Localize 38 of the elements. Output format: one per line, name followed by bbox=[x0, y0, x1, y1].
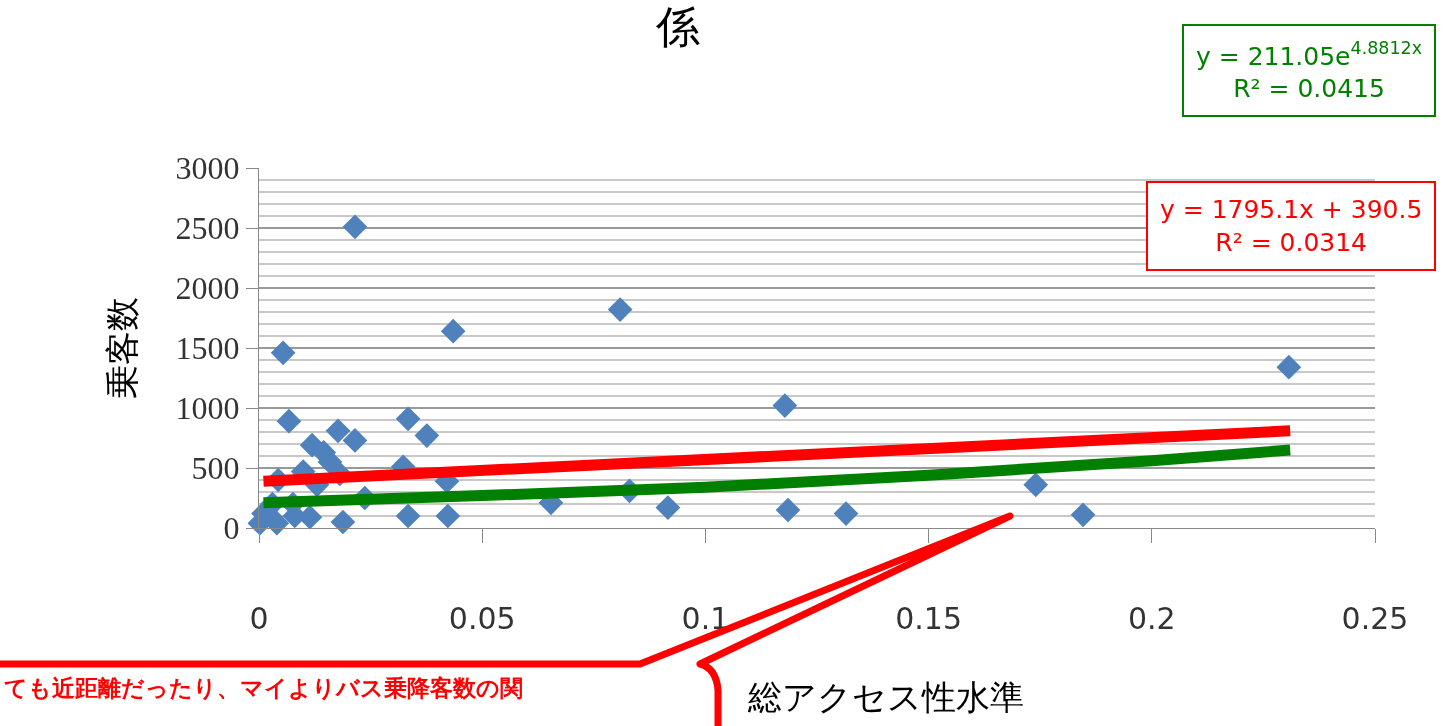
x-tick-label: 0.05 bbox=[448, 601, 516, 636]
point bbox=[395, 503, 421, 529]
point bbox=[325, 418, 351, 444]
text: ても近距離だったり、マイよりバス乗降客数の関 bbox=[4, 674, 524, 702]
point bbox=[1276, 354, 1302, 380]
x-tick-label: 0 bbox=[249, 601, 269, 636]
y-axis-title: 乗客数 bbox=[104, 297, 142, 399]
annotation: y = 1795.1x + 390.5 R² = 0.0314 bbox=[1160, 195, 1423, 257]
point bbox=[655, 495, 681, 520]
point bbox=[833, 501, 859, 526]
y-tick-label: 3000 bbox=[175, 150, 240, 187]
point bbox=[270, 340, 296, 366]
point bbox=[330, 509, 356, 535]
point bbox=[1070, 502, 1096, 528]
point bbox=[772, 393, 798, 418]
y-tick-label: 500 bbox=[191, 450, 240, 487]
y-tick-label: 1500 bbox=[175, 330, 240, 367]
x-tick-label: 0.25 bbox=[1341, 601, 1409, 636]
x-axis-title: 総アクセス性水準 bbox=[747, 679, 1024, 716]
y-tick-label: 2500 bbox=[175, 210, 240, 247]
point bbox=[440, 318, 466, 344]
chart-title: 係 bbox=[655, 2, 701, 52]
y-tick-label: 2000 bbox=[175, 270, 240, 307]
text: y = 211.05e$^{4.8812x}$ R² = 0.0415 bbox=[1196, 38, 1423, 103]
x-tick-label: 0.15 bbox=[895, 601, 962, 636]
point bbox=[342, 428, 368, 453]
y-tick-label: 1000 bbox=[175, 390, 240, 427]
point bbox=[395, 406, 421, 432]
point bbox=[607, 297, 633, 322]
y-tick-label: 0 bbox=[223, 510, 240, 547]
point bbox=[276, 408, 302, 434]
point bbox=[414, 423, 440, 448]
point bbox=[1023, 472, 1049, 498]
point bbox=[435, 503, 461, 529]
x-tick-label: 0.1 bbox=[681, 601, 730, 636]
x-tick-label: 0.2 bbox=[1127, 601, 1176, 636]
point bbox=[775, 497, 801, 523]
point bbox=[342, 214, 368, 240]
